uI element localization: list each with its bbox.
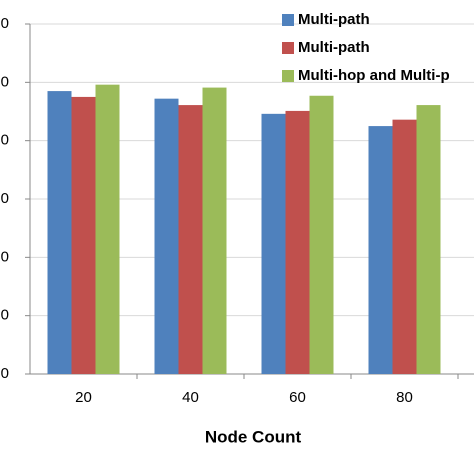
bar — [95, 84, 120, 375]
y-tick-label: 0 — [1, 307, 9, 324]
legend-swatch — [282, 42, 294, 54]
bar — [178, 105, 203, 374]
bar — [71, 96, 96, 375]
legend-swatch — [282, 70, 294, 82]
bar — [285, 110, 310, 375]
y-tick-label: 0 — [1, 365, 9, 382]
y-tick-label: 0 — [1, 15, 9, 32]
x-tick-label: 80 — [396, 389, 413, 406]
bar — [154, 98, 179, 375]
x-tick-label: 40 — [182, 389, 199, 406]
y-tick-label: 0 — [1, 73, 9, 90]
legend-label: Multi-path — [298, 39, 370, 56]
legend-swatch — [282, 14, 294, 26]
bar — [392, 119, 417, 375]
bar — [202, 87, 227, 374]
y-tick-label: 0 — [1, 190, 9, 207]
bar — [368, 126, 393, 374]
bar — [261, 113, 286, 374]
x-tick-label: 20 — [75, 389, 92, 406]
bar — [309, 95, 334, 374]
y-tick-label: 0 — [1, 248, 9, 265]
x-tick-label: 60 — [289, 389, 306, 406]
legend-label: Multi-hop and Multi-p — [298, 67, 450, 84]
x-axis-label: Node Count — [205, 427, 302, 446]
legend-label: Multi-path — [298, 11, 370, 28]
y-tick-label: 0 — [1, 132, 9, 149]
bar — [47, 91, 72, 374]
bar — [416, 105, 441, 374]
